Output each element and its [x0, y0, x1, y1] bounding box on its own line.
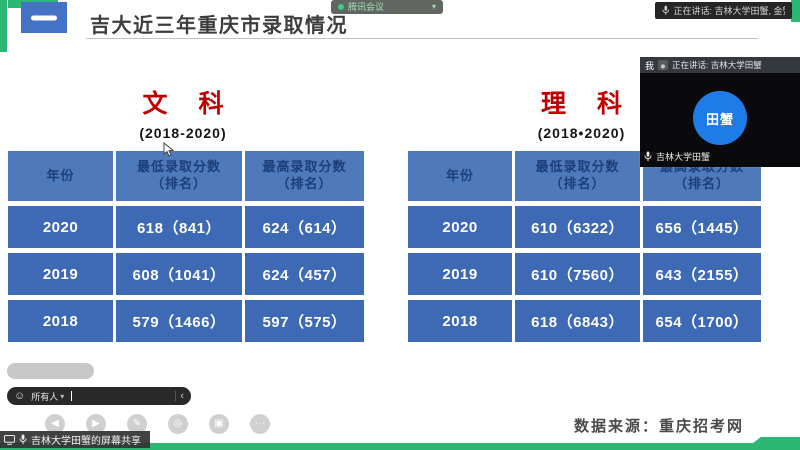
camera-button[interactable]: ▣ — [209, 414, 229, 434]
table-grid: 年份 最低录取分数 （排名） 最高录取分数 （排名） 2020 610（6322… — [408, 151, 761, 342]
laser-pointer-button[interactable]: ◎ — [168, 414, 188, 434]
slide-title: 吉大近三年重庆市录取情况 — [90, 15, 348, 37]
avatar-name-text: 田蟹 — [705, 111, 734, 127]
chevron-down-icon: ▾ — [431, 2, 436, 11]
microphone-icon — [662, 5, 670, 15]
screen-icon — [4, 434, 15, 445]
screen-share-label: 吉林大学田蟹的屏幕共享 — [31, 436, 141, 447]
col-header-year: 年份 — [8, 151, 113, 201]
science-table: 理 科 (2018•2020) 年份 最低录取分数 （排名） 最高录取分数 （排… — [408, 84, 761, 342]
person-icon — [661, 64, 666, 70]
collapse-chevron-icon[interactable]: ‹ — [180, 389, 184, 402]
col-header-max-score: 最高录取分数 （排名） — [245, 151, 364, 201]
presenter-toolbar: ◀ ▶ ✎ ◎ ▣ ⋯ — [45, 414, 270, 434]
divider — [175, 391, 177, 401]
col-header-min-score: 最低录取分数 （排名） — [116, 151, 242, 201]
table-title-liberal-arts: 文 科 — [142, 90, 236, 118]
col-header-min-score: 最低录取分数 （排名） — [515, 151, 640, 201]
table-grid: 年份 最低录取分数 （排名） 最高录取分数 （排名） 2020 618（841）… — [8, 151, 364, 342]
participant-nametag: 吉林大学田蟹 — [640, 149, 718, 164]
table-cell: 643（2155） — [643, 253, 761, 295]
speaking-banner: 正在讲话: 吉林大学田蟹, 金蟹 — [655, 2, 792, 19]
text-cursor — [71, 391, 73, 401]
mouse-cursor-icon — [163, 142, 175, 157]
pen-tool-button[interactable]: ✎ — [127, 414, 147, 434]
slide-top-right-accent — [791, 0, 800, 22]
liberal-arts-table: 文 科 (2018-2020) 年份 最低录取分数 （排名） 最高录取分数 （排… — [8, 84, 364, 342]
chat-input-bar[interactable]: ☺ 所有人 ▾ ‹ — [7, 387, 191, 405]
table-subtitle-liberal-arts: (2018-2020) — [139, 125, 227, 141]
video-window-header: 我 正在讲话: 吉林大学田蟹 — [640, 57, 800, 73]
emoji-icon[interactable]: ☺ — [14, 389, 26, 402]
video-speaking-label: 正在讲话: 吉林大学田蟹 — [672, 60, 762, 70]
table-title-science: 理 科 — [541, 90, 634, 118]
me-label: 我 — [645, 60, 655, 71]
chevron-down-icon: ▾ — [60, 391, 65, 401]
table-cell: 610（7560） — [515, 253, 640, 295]
table-subtitle-science: (2018•2020) — [537, 125, 626, 141]
table-cell: 618（841） — [116, 206, 242, 248]
table-cell: 579（1466） — [116, 300, 242, 342]
slide-bottom-accent — [0, 443, 800, 450]
table-cell: 610（6322） — [515, 206, 640, 248]
slide-corner-accent — [744, 437, 800, 450]
table-cell: 2020 — [8, 206, 113, 248]
table-cell: 608（1041） — [116, 253, 242, 295]
col-header-year: 年份 — [408, 151, 513, 201]
meeting-toolbar-pill[interactable]: 腾讯会议 ▾ — [331, 0, 443, 14]
meeting-toolbar-label: 腾讯会议 — [348, 1, 385, 12]
more-options-button[interactable]: ⋯ — [250, 414, 270, 434]
participant-name: 吉林大学田蟹 — [656, 152, 711, 162]
previous-slide-button[interactable]: ◀ — [45, 414, 65, 434]
microphone-icon — [644, 151, 652, 162]
avatar: 田蟹 — [693, 91, 747, 145]
table-cell: 654（1700） — [643, 300, 761, 342]
table-cell: 618（6843） — [515, 300, 640, 342]
speaking-banner-text: 正在讲话: 吉林大学田蟹, 金蟹 — [673, 6, 785, 16]
blurred-overlay-pill — [7, 363, 94, 379]
table-cell: 2019 — [408, 253, 513, 295]
table-cell: 624（457） — [245, 253, 364, 295]
slide-bullet-box — [21, 2, 67, 33]
chat-audience-dropdown[interactable]: 所有人 — [31, 391, 59, 402]
table-cell: 2019 — [8, 253, 113, 295]
data-source-label: 数据来源：重庆招考网 — [573, 418, 744, 435]
table-cell: 2020 — [408, 206, 513, 248]
table-cell: 597（575） — [245, 300, 364, 342]
table-cell: 2018 — [8, 300, 113, 342]
screen-share-banner: 吉林大学田蟹的屏幕共享 — [0, 431, 150, 448]
next-slide-button[interactable]: ▶ — [86, 414, 106, 434]
slide-left-accent — [0, 0, 7, 52]
meeting-status-icon — [338, 4, 344, 10]
table-cell: 656（1445） — [643, 206, 761, 248]
participant-video-window[interactable]: 我 正在讲话: 吉林大学田蟹 田蟹 吉林大学田蟹 — [640, 57, 800, 167]
self-avatar-thumbnail — [658, 60, 669, 70]
dash-icon — [31, 15, 57, 20]
table-cell: 624（614） — [245, 206, 364, 248]
table-cell: 2018 — [408, 300, 513, 342]
title-underline — [86, 38, 758, 39]
microphone-icon — [19, 434, 27, 445]
